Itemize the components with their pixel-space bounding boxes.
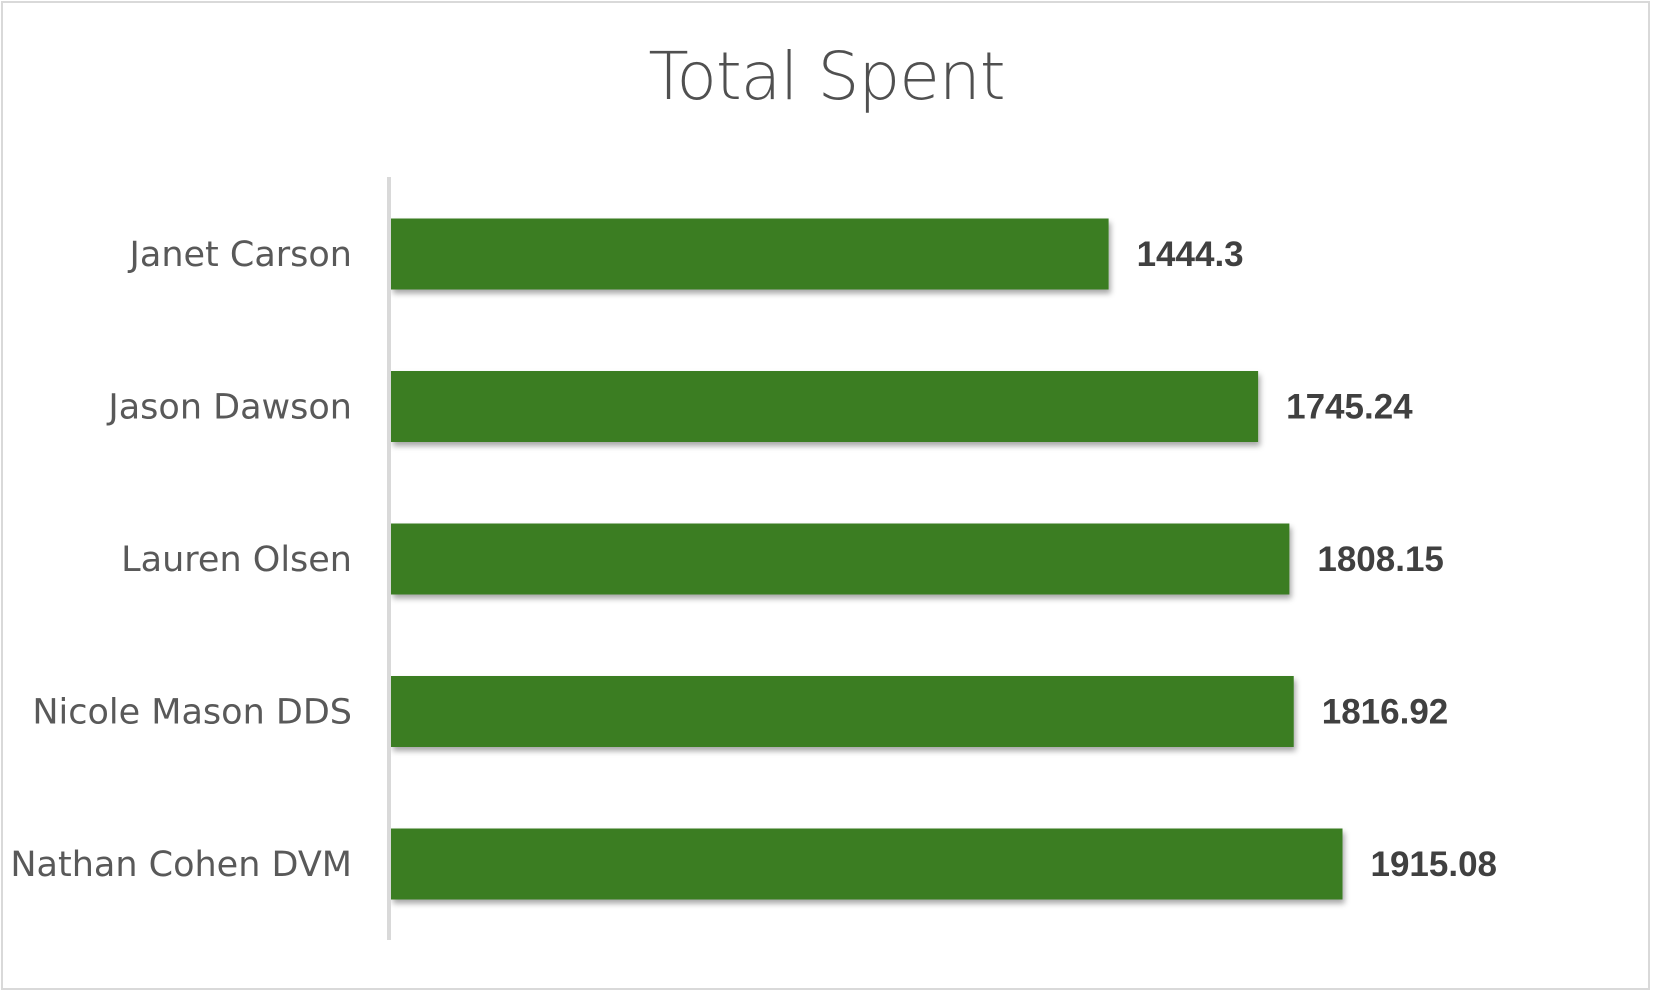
labels-layer: Janet Carson 1444.3 Jason Dawson 1745.24 Lau… xyxy=(10,235,1497,885)
bar-data-label: 1444.3 xyxy=(1137,235,1244,274)
bar xyxy=(391,828,1343,900)
bar-data-label: 1745.24 xyxy=(1286,388,1413,427)
category-tick-label: Nathan Cohen DVM xyxy=(10,845,352,885)
chart-title: Total Spent xyxy=(648,38,1005,115)
bar-data-label: 1808.15 xyxy=(1317,540,1444,579)
bar-data-label: 1915.08 xyxy=(1371,845,1498,884)
bar-data-label: 1816.92 xyxy=(1322,693,1449,732)
category-tick-label: Lauren Olsen xyxy=(121,540,352,580)
category-tick-label: Jason Dawson xyxy=(106,388,352,428)
category-tick-label: Nicole Mason DDS xyxy=(32,693,352,733)
bar xyxy=(391,523,1290,595)
bar xyxy=(391,371,1259,442)
bar xyxy=(391,676,1294,747)
bar xyxy=(391,218,1109,290)
bars-layer xyxy=(391,218,1343,900)
category-tick-label: Janet Carson xyxy=(128,235,352,275)
